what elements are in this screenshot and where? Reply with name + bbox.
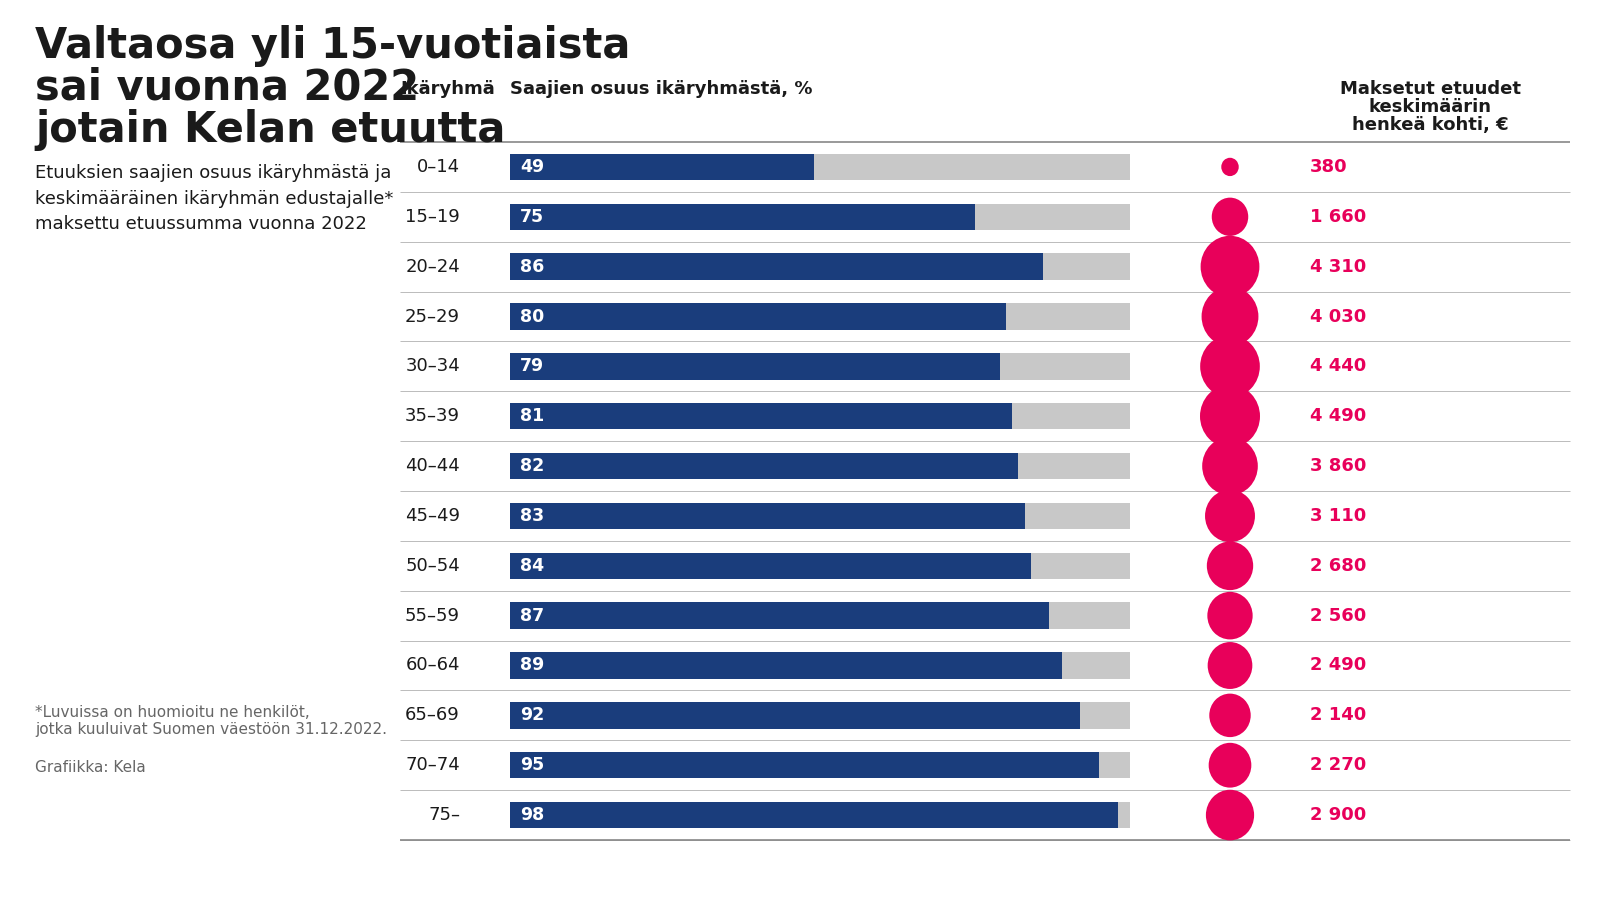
Text: 87: 87 [520,607,544,625]
Bar [510,602,1130,629]
Bar [510,403,1013,429]
Text: 83: 83 [520,507,544,525]
Text: 3 860: 3 860 [1310,457,1366,475]
Bar [510,553,1130,579]
Bar [510,303,1130,329]
Bar [510,203,1130,230]
Text: 4 030: 4 030 [1310,308,1366,326]
Text: 25–29: 25–29 [405,308,461,326]
Text: 70–74: 70–74 [405,756,461,774]
Text: sai vuonna 2022: sai vuonna 2022 [35,67,419,109]
Text: henkeä kohti, €: henkeä kohti, € [1352,116,1509,134]
Text: 2 490: 2 490 [1310,656,1366,674]
Bar [510,503,1024,529]
Text: 40–44: 40–44 [405,457,461,475]
Bar [510,453,1130,480]
Text: 82: 82 [520,457,544,475]
Text: jotka kuuluivat Suomen väestöön 31.12.2022.: jotka kuuluivat Suomen väestöön 31.12.20… [35,722,387,737]
Text: 0–14: 0–14 [418,158,461,176]
Text: 75: 75 [520,208,544,226]
Text: 49: 49 [520,158,544,176]
Text: 2 900: 2 900 [1310,806,1366,824]
Text: 92: 92 [520,706,544,724]
Bar [510,154,1130,180]
Ellipse shape [1210,694,1251,737]
Text: 65–69: 65–69 [405,706,461,724]
Text: 4 490: 4 490 [1310,407,1366,425]
Text: 60–64: 60–64 [405,656,461,674]
Text: 98: 98 [520,806,544,824]
Text: Maksetut etuudet: Maksetut etuudet [1339,80,1520,98]
Bar [510,254,1043,280]
Bar [510,702,1080,729]
Bar [510,353,1130,380]
Text: 80: 80 [520,308,544,326]
Text: 35–39: 35–39 [405,407,461,425]
Text: 79: 79 [520,357,544,375]
Text: 89: 89 [520,656,544,674]
Text: Saajien osuus ikäryhmästä, %: Saajien osuus ikäryhmästä, % [510,80,813,98]
Ellipse shape [1208,642,1253,689]
Text: 1 660: 1 660 [1310,208,1366,226]
Bar [510,802,1117,828]
Text: 2 680: 2 680 [1310,557,1366,575]
Bar [510,254,1130,280]
Bar [510,652,1130,679]
Text: 2 140: 2 140 [1310,706,1366,724]
Text: 2 560: 2 560 [1310,607,1366,625]
Bar [510,553,1030,579]
Text: 81: 81 [520,407,544,425]
Text: Grafiikka: Kela: Grafiikka: Kela [35,760,146,775]
Ellipse shape [1205,490,1254,542]
Text: 55–59: 55–59 [405,607,461,625]
Ellipse shape [1221,158,1238,176]
Text: 4 440: 4 440 [1310,357,1366,375]
Bar [510,802,1130,828]
Text: 380: 380 [1310,158,1347,176]
Text: 15–19: 15–19 [405,208,461,226]
Bar [510,303,1006,329]
Bar [510,752,1099,778]
Bar [510,652,1062,679]
Text: 95: 95 [520,756,544,774]
Text: 20–24: 20–24 [405,257,461,275]
Bar [510,602,1050,629]
Bar [510,203,974,230]
Bar [510,154,814,180]
Text: 3 110: 3 110 [1310,507,1366,525]
Text: 86: 86 [520,257,544,275]
Ellipse shape [1211,198,1248,236]
Ellipse shape [1208,742,1251,788]
Text: *Luvuissa on huomioitu ne henkilöt,: *Luvuissa on huomioitu ne henkilöt, [35,705,310,720]
Ellipse shape [1200,335,1259,398]
Bar [510,702,1130,729]
Text: 50–54: 50–54 [405,557,461,575]
Text: Valtaosa yli 15-vuotiaista: Valtaosa yli 15-vuotiaista [35,25,630,67]
Text: 84: 84 [520,557,544,575]
Text: jotain Kelan etuutta: jotain Kelan etuutta [35,109,506,151]
Bar [510,403,1130,429]
Text: 2 270: 2 270 [1310,756,1366,774]
Text: keskimäärin: keskimäärin [1368,98,1491,116]
Ellipse shape [1208,592,1253,639]
Text: 4 310: 4 310 [1310,257,1366,275]
Ellipse shape [1202,436,1258,495]
Ellipse shape [1206,542,1253,590]
Text: Ikäryhmä: Ikäryhmä [400,80,494,98]
Bar [510,752,1130,778]
Text: 30–34: 30–34 [405,357,461,375]
Ellipse shape [1206,790,1254,841]
Ellipse shape [1200,236,1259,298]
Ellipse shape [1202,287,1259,346]
Text: 75–: 75– [429,806,461,824]
Text: 45–49: 45–49 [405,507,461,525]
Bar [510,353,1000,380]
Bar [510,503,1130,529]
Bar [510,453,1018,480]
Ellipse shape [1200,384,1261,447]
Text: Etuuksien saajien osuus ikäryhmästä ja
keskimääräinen ikäryhmän edustajalle*
mak: Etuuksien saajien osuus ikäryhmästä ja k… [35,164,394,233]
